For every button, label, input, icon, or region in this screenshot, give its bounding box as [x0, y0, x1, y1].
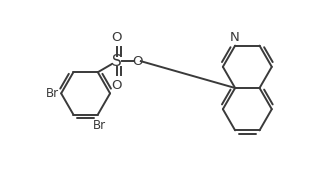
Text: O: O: [112, 78, 122, 91]
Text: S: S: [112, 54, 122, 69]
Text: Br: Br: [93, 119, 106, 131]
Text: O: O: [112, 31, 122, 44]
Text: O: O: [132, 55, 142, 68]
Text: N: N: [229, 31, 239, 44]
Text: Br: Br: [46, 87, 59, 100]
